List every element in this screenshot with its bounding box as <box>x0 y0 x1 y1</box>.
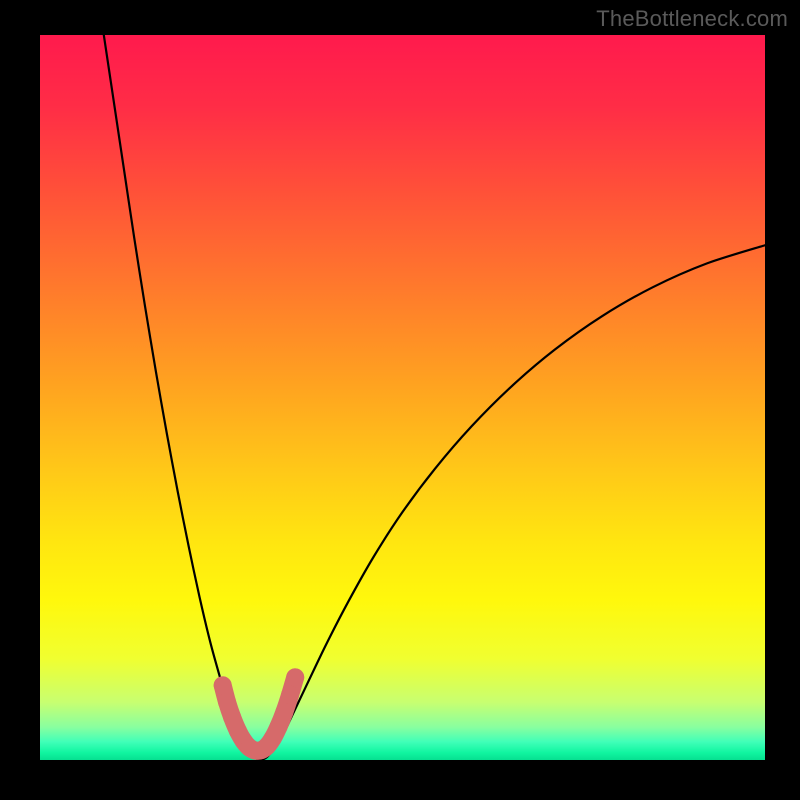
plot-area <box>40 35 765 760</box>
optimal-range-bead <box>214 676 232 694</box>
optimal-range-bead <box>218 693 236 711</box>
gradient-background <box>40 35 765 760</box>
watermark-text: TheBottleneck.com <box>596 6 788 32</box>
optimal-range-bead <box>275 703 293 721</box>
optimal-range-bead <box>281 686 299 704</box>
chart-frame: TheBottleneck.com <box>0 0 800 800</box>
optimal-range-bead <box>286 668 304 686</box>
